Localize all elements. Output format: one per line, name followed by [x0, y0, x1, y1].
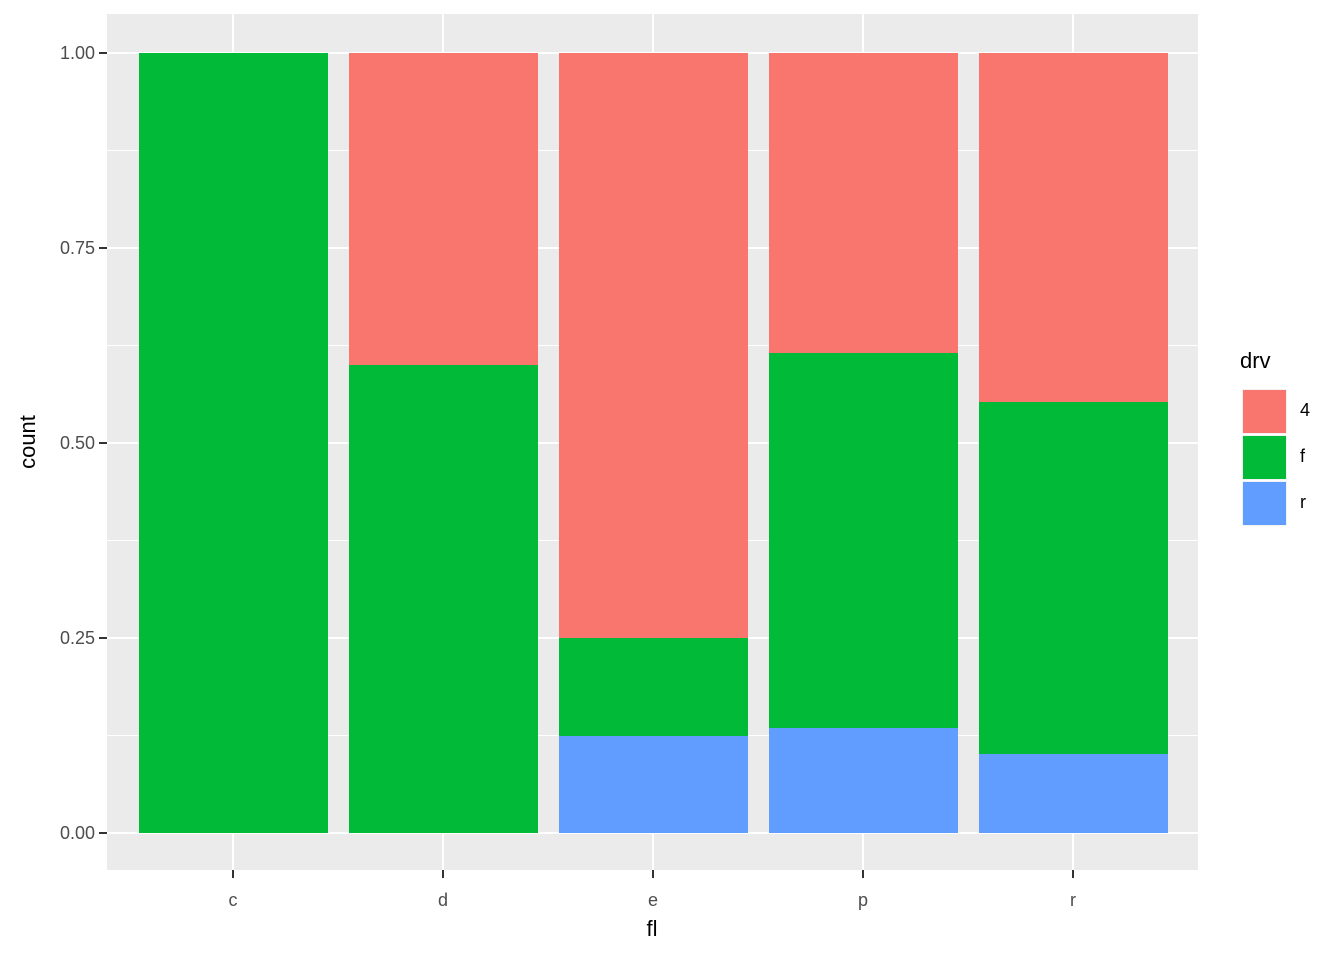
- x-tick-c: [232, 870, 234, 878]
- legend: drv 4 f r: [1240, 350, 1344, 526]
- bar-p-segment-f: [768, 353, 958, 728]
- plot-panel: [107, 14, 1198, 870]
- x-tick-label-p: p: [857, 890, 868, 910]
- bar-r: [978, 14, 1168, 870]
- x-tick-label-r: r: [1070, 890, 1076, 910]
- legend-item-4: 4: [1240, 388, 1344, 434]
- y-tick-label-1.00: 1.00: [59, 43, 95, 63]
- x-tick-d: [442, 870, 444, 878]
- y-tick-0.50: [99, 442, 107, 444]
- legend-item-r: r: [1240, 480, 1344, 526]
- bar-p-segment-r: [768, 727, 958, 833]
- bar-e-segment-4: [558, 53, 748, 638]
- bar-d: [348, 14, 538, 870]
- bar-p-segment-4: [768, 53, 958, 354]
- legend-items: 4 f r: [1240, 388, 1344, 526]
- bar-p: [768, 14, 958, 870]
- y-axis-title: count: [15, 415, 40, 469]
- bar-c-segment-f: [138, 53, 328, 833]
- bar-e-segment-f: [558, 638, 748, 736]
- y-tick-label-0.25: 0.25: [59, 628, 95, 648]
- bar-e: [558, 14, 748, 870]
- bar-r-segment-4: [978, 53, 1168, 402]
- legend-key-swatch-4: [1242, 389, 1287, 434]
- x-tick-e: [652, 870, 654, 878]
- y-tick-0.25: [99, 637, 107, 639]
- bar-d-segment-f: [348, 365, 538, 833]
- x-tick-label-d: d: [437, 890, 448, 910]
- legend-label-4: 4: [1300, 400, 1311, 420]
- y-tick-label-0.00: 0.00: [59, 823, 95, 843]
- y-tick-0.75: [99, 247, 107, 249]
- legend-title: drv: [1240, 348, 1271, 373]
- x-tick-label-e: e: [647, 890, 658, 910]
- bar-c: [138, 14, 328, 870]
- x-tick-label-c: c: [228, 890, 238, 910]
- legend-item-f: f: [1240, 434, 1344, 480]
- bar-r-segment-f: [978, 401, 1168, 755]
- x-tick-r: [1072, 870, 1074, 878]
- bar-r-segment-r: [978, 754, 1168, 833]
- y-tick-1.00: [99, 52, 107, 54]
- y-tick-0.00: [99, 832, 107, 834]
- x-tick-p: [862, 870, 864, 878]
- y-tick-label-0.50: 0.50: [59, 433, 95, 453]
- legend-key-swatch-r: [1242, 481, 1287, 526]
- gridline-major-0: [107, 832, 1198, 834]
- bar-d-segment-4: [348, 53, 538, 365]
- legend-label-f: f: [1300, 446, 1306, 466]
- legend-label-r: r: [1300, 492, 1306, 512]
- y-tick-label-0.75: 0.75: [59, 238, 95, 258]
- bar-e-segment-r: [558, 735, 748, 833]
- x-axis-title: fl: [646, 916, 658, 941]
- legend-key-swatch-f: [1242, 435, 1287, 480]
